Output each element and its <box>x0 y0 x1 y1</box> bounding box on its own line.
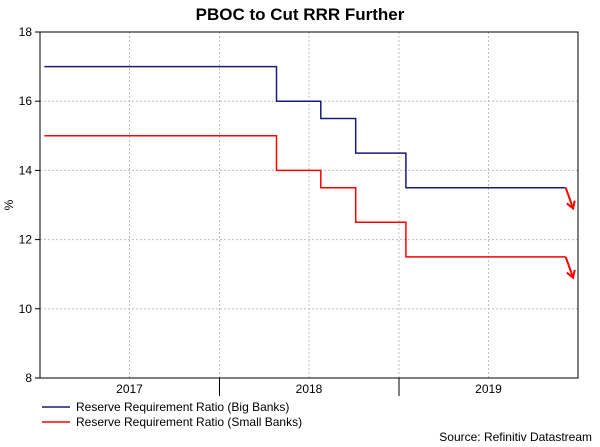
forecast-arrow-1 <box>564 256 575 278</box>
source-note: Source: Refinitiv Datastream <box>439 430 592 444</box>
y-tick-label: 12 <box>19 233 33 247</box>
forecast-arrowhead-1 <box>566 269 576 280</box>
y-tick-label: 8 <box>25 371 32 385</box>
legend-label-small-banks: Reserve Requirement Ratio (Small Banks) <box>76 415 302 429</box>
plot-frame <box>39 31 579 379</box>
forecast-arrow-0 <box>564 187 575 209</box>
y-tick-label: 18 <box>19 25 33 39</box>
legend-label-big-banks: Reserve Requirement Ratio (Big Banks) <box>76 400 289 414</box>
y-tick-label: 14 <box>19 163 33 177</box>
x-tick-label: 2019 <box>475 382 502 396</box>
series-line-1 <box>44 135 566 258</box>
legend: Reserve Requirement Ratio (Big Banks) Re… <box>42 400 302 429</box>
y-tick-label: 16 <box>19 94 33 108</box>
forecast-arrowhead-0 <box>566 200 576 211</box>
y-tick-label: 10 <box>19 302 33 316</box>
series-lines <box>44 65 576 280</box>
y-axis: 8 10 12 14 16 18 <box>19 25 40 385</box>
x-axis: 2017 2018 2019 <box>116 378 502 396</box>
x-tick-label: 2017 <box>116 382 143 396</box>
series-line-0 <box>44 65 566 189</box>
x-tick-label: 2018 <box>296 382 323 396</box>
chart-title: PBOC to Cut RRR Further <box>196 5 405 24</box>
y-axis-label: % <box>2 199 16 210</box>
